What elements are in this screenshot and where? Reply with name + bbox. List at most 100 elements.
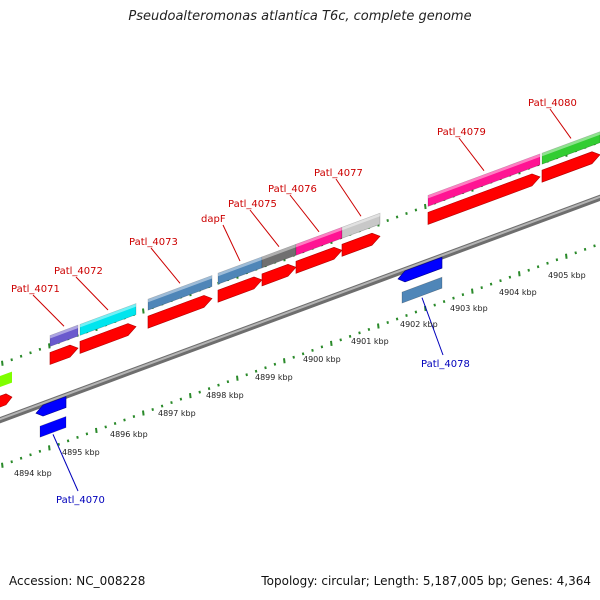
scale-label: 4902 kbp [400,320,438,329]
gene-box [427,153,541,207]
gene-label: Patl_4075 [228,199,277,210]
gene-leader-line [458,137,485,171]
genome-backbone-highlight [0,195,600,421]
reverse-tick-mark [546,261,549,265]
reverse-gene-track [35,256,443,438]
reverse-tick-mark [452,296,455,300]
scale-label: 4905 kbp [548,271,586,280]
reverse-tick-mark [38,449,42,453]
cds-arrow [541,151,600,183]
forward-tick-mark [10,358,13,362]
cds-arrow [49,344,79,365]
reverse-gene-box [39,416,67,438]
reverse-tick-mark [19,456,23,460]
scale-label: 4900 kbp [303,355,341,364]
gene-box-sheen [428,153,540,199]
reverse-tick-mark [95,427,98,434]
gene-label: Patl_4078 [421,359,470,370]
scale-label: 4904 kbp [499,288,537,297]
reverse-tick-mark [132,415,136,418]
forward-tick-mark [29,351,32,355]
gene-track [0,131,600,388]
reverse-tick-mark [198,390,201,394]
gene-label: Patl_4070 [56,495,105,506]
gene-label: Patl_4080 [528,98,577,109]
reverse-tick-mark [367,327,371,331]
reverse-tick-mark [442,300,446,304]
reverse-tick-mark [151,408,154,412]
reverse-tick-mark [66,439,70,443]
reverse-tick-mark [508,275,512,279]
reverse-tick-mark [264,366,267,370]
gene-box-sheen [542,131,600,157]
accession-text: Accession: NC_008228 [9,574,146,588]
gene-leader-line [335,178,362,217]
reverse-tick-mark [301,352,305,356]
reverse-tick-mark [123,418,126,422]
cds-track [0,151,600,408]
gene-label: Patl_4072 [54,266,103,277]
cds-arrow [295,246,343,274]
reverse-tick-mark [405,314,408,317]
gene-label: Patl_4073 [129,237,178,248]
reverse-tick-mark [311,348,314,352]
gene-leader-line [289,194,320,233]
cds-arrow [427,173,541,225]
map-title: Pseudoalteromonas atlantica T6c, complet… [128,9,472,24]
reverse-tick-mark [104,425,107,429]
reverse-tick-mark [179,397,183,401]
gene-label: dapF [201,214,226,225]
scale-label: 4901 kbp [351,337,389,346]
scale-label: 4896 kbp [110,430,148,439]
reverse-tick-mark [113,421,117,425]
reverse-tick-mark [273,362,277,366]
cds-arrow [79,323,137,354]
gene-leader-line [150,247,181,284]
reverse-cds-arrow [397,256,443,283]
gene-leader-line [549,108,572,139]
gene-leader-line [421,297,444,356]
reverse-tick-mark [489,282,493,286]
reverse-tick-mark [29,453,32,457]
reverse-tick-mark [414,310,418,314]
reverse-tick-mark [76,435,79,439]
reverse-tick-mark [10,460,13,464]
gene-label: Patl_4071 [11,284,60,295]
reverse-tick-mark [170,401,173,405]
gene-box-sheen [296,227,342,248]
reverse-tick-mark [583,247,587,251]
cds-arrow [217,276,263,303]
reverse-tick-mark [320,345,324,349]
reverse-tick-mark [518,271,521,277]
reverse-tick-mark [386,320,389,324]
gene-box [0,371,12,388]
reverse-tick-mark [348,334,352,338]
gene-box-sheen [262,244,296,260]
reverse-tick-mark [189,392,192,399]
reverse-tick-mark [217,383,220,387]
reverse-tick-mark [292,355,295,359]
gene-leader-line [75,276,109,311]
reverse-tick-mark [555,258,559,262]
gene-box [147,275,213,311]
reverse-tick-mark [339,338,342,342]
reverse-tick-mark [207,387,211,391]
scale-label: 4894 kbp [14,469,52,478]
gene-label: Patl_4079 [437,127,486,138]
reverse-tick-track [1,244,596,468]
forward-tick-mark [1,360,4,366]
reverse-tick-mark [1,462,4,468]
gene-box [341,212,381,239]
reverse-tick-mark [245,373,248,377]
forward-tick-mark [19,354,23,358]
cds-arrow [341,232,381,257]
reverse-cds-arrow [35,396,67,417]
forward-tick-mark [395,215,399,219]
scale-label: 4903 kbp [450,304,488,313]
forward-tick-mark [405,212,408,215]
forward-tick-mark [386,218,389,222]
reverse-tick-mark [85,432,89,436]
scale-label-layer: 4894 kbp 4895 kbp 4896 kbp 4897 kbp 4898 kbp… [14,271,586,478]
